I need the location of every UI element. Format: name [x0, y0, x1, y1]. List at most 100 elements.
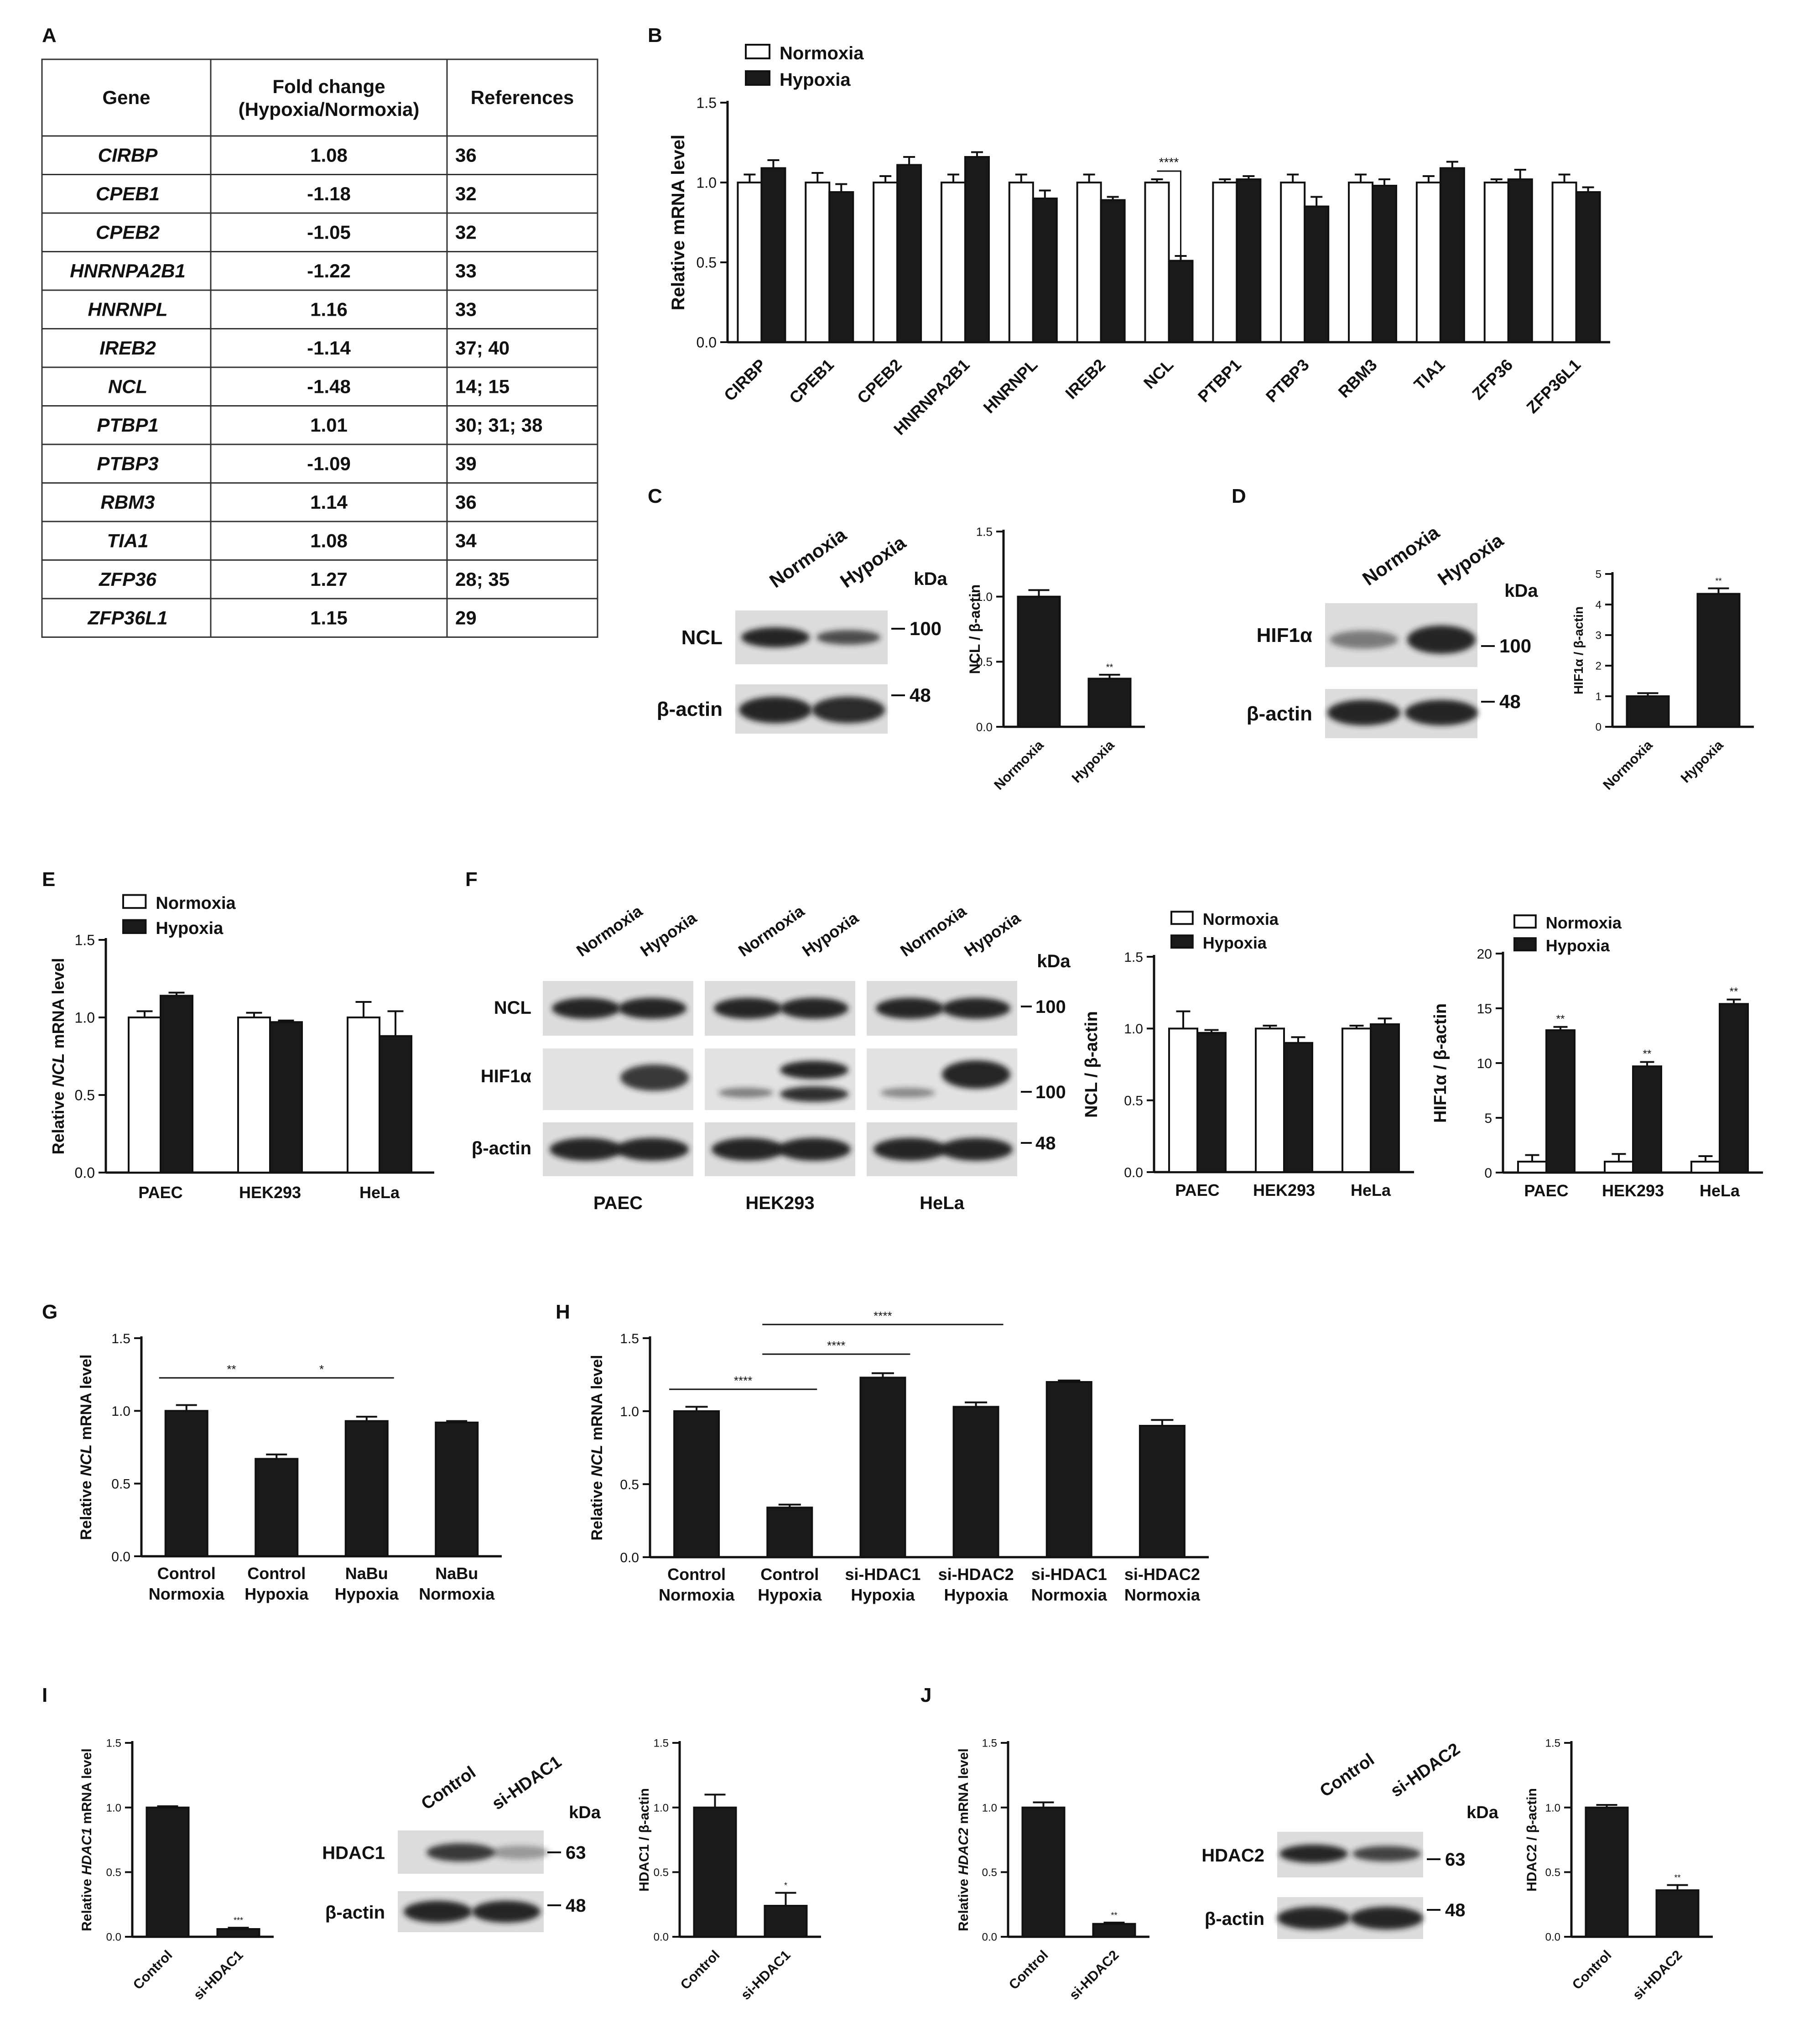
bar	[940, 182, 966, 343]
legend-swatch	[122, 919, 147, 934]
label-part: Relative	[78, 1476, 95, 1540]
table-cell-gene: PTBP1	[97, 414, 158, 436]
x-tick-label: RBM3	[1335, 355, 1381, 402]
label-part: HDAC2	[956, 1828, 971, 1875]
blot-band	[942, 1060, 1010, 1089]
x-tick-label: PTBP3	[1262, 355, 1313, 406]
table-cell-gene: CPEB2	[96, 221, 160, 243]
bar	[1690, 1161, 1721, 1173]
x-tick-label: HEK293	[239, 1183, 301, 1202]
x-tick-label: PAEC	[138, 1183, 182, 1202]
table-cell-ref: 32	[455, 221, 477, 243]
lane-label: Normoxia	[897, 901, 970, 960]
panel-label-b: B	[648, 24, 662, 47]
table-cell-ref: 28; 35	[455, 568, 510, 590]
y-tick-label: 0.0	[1545, 1931, 1560, 1944]
x-tick-label: Hypoxia	[1069, 737, 1118, 786]
bar	[347, 1017, 380, 1173]
legend-label: Normoxia	[1203, 910, 1279, 928]
blot-band	[472, 1901, 541, 1923]
chart-b: 0.0 0.5 1.0 1.5 Relative mRNA level CIRBP CPEB…	[668, 43, 1610, 438]
bar	[964, 156, 990, 343]
x-tick-label: PAEC	[1524, 1181, 1568, 1200]
legend-label: Hypoxia	[1203, 933, 1267, 952]
blot-row-label: β-actin	[1205, 1909, 1264, 1929]
bar	[952, 1406, 999, 1558]
chart-f2: 0 5 10 15 20 HIF1α / β-actin ** PAEC ** HEK293 ** H…	[1431, 913, 1763, 1200]
significance-star: **	[1111, 1911, 1117, 1920]
x-tick-label: HeLa	[359, 1183, 400, 1202]
x-tick-label: Control	[157, 1564, 216, 1583]
x-tick-label: Normoxia	[991, 737, 1046, 793]
table-cell-ref: 33	[455, 260, 477, 282]
x-tick-label: HEK293	[1253, 1181, 1315, 1199]
x-tick-label: ZFP36	[1468, 355, 1516, 403]
blot-row-label: β-actin	[1247, 703, 1312, 725]
bar	[1144, 182, 1170, 343]
bar	[1483, 182, 1509, 343]
bar	[766, 1507, 813, 1558]
legend-label: Normoxia	[780, 43, 864, 63]
bar	[1655, 1889, 1700, 1938]
bar	[1585, 1806, 1629, 1938]
table-header-fold-sub: (Hypoxia/Normoxia)	[239, 99, 420, 120]
bar	[1087, 678, 1132, 728]
bar	[1196, 1032, 1227, 1173]
blot-band	[618, 998, 686, 1019]
significance-star: **	[1643, 1048, 1652, 1060]
x-tick-label: TIA1	[1410, 355, 1448, 394]
x-tick-label: CPEB1	[785, 355, 837, 407]
kda-label: kDa	[1037, 951, 1071, 971]
lane-label: Control	[1316, 1750, 1378, 1801]
y-tick-label: 3	[1596, 630, 1602, 642]
bar	[1283, 1042, 1313, 1173]
marker-label: 48	[566, 1896, 586, 1916]
bar	[146, 1806, 190, 1938]
table-cell-fold: -1.05	[307, 221, 351, 243]
y-tick-label: 5	[1596, 568, 1602, 581]
blot-band	[812, 697, 885, 723]
y-tick-label: 1.0	[982, 1802, 997, 1814]
blot-band	[718, 1088, 773, 1098]
table-cell-fold: -1.18	[307, 183, 351, 204]
y-tick-label: 0.0	[1124, 1165, 1143, 1180]
bar	[1212, 182, 1238, 343]
chart-c: 0.0 0.5 1.0 1.5 NCL / β-actin Normoxia ** Hypox…	[967, 525, 1145, 793]
blot-row-label: NCL	[681, 626, 723, 649]
y-tick-label: 1.5	[976, 525, 993, 538]
y-tick-label: 0.5	[654, 1867, 669, 1879]
bar	[1021, 1806, 1066, 1938]
x-tick-label: HeLa	[1700, 1181, 1740, 1200]
x-tick-label: Normoxia	[1600, 737, 1655, 793]
blot-band	[1407, 626, 1476, 654]
table-cell-ref: 39	[455, 453, 477, 474]
x-tick-label: si-HDAC2	[1630, 1948, 1685, 2003]
blot-band	[780, 1061, 848, 1079]
marker-label: 48	[910, 684, 931, 706]
y-tick-label: 4	[1596, 599, 1602, 611]
lane-label: Control	[418, 1762, 479, 1814]
blot-band	[876, 998, 944, 1019]
lane-label: Hypoxia	[1434, 529, 1507, 590]
legend-swatch	[745, 44, 770, 59]
legend-swatch	[122, 894, 147, 909]
table-cell-gene: CIRBP	[98, 144, 158, 166]
bar	[805, 182, 831, 343]
x-tick-label: ZFP36L1	[1523, 355, 1584, 417]
y-tick-label: 5	[1484, 1111, 1492, 1126]
x-tick-label: Hypoxia	[1678, 737, 1726, 786]
table-cell-gene: IREB2	[99, 337, 156, 359]
x-tick-label: si-HDAC1	[845, 1565, 920, 1584]
blot-band	[1405, 700, 1478, 725]
bar	[1342, 1027, 1372, 1173]
y-tick-label: 1.0	[976, 590, 993, 604]
table-cell-gene: NCL	[108, 375, 147, 397]
y-tick-label: 1.0	[1545, 1802, 1560, 1814]
bar	[1439, 167, 1465, 343]
blot-row-label: β-actin	[472, 1138, 531, 1158]
table-cell-ref: 33	[455, 298, 477, 320]
y-tick-label: 1.0	[654, 1802, 669, 1814]
blot-band	[1350, 1907, 1423, 1929]
blot-band	[714, 998, 782, 1019]
